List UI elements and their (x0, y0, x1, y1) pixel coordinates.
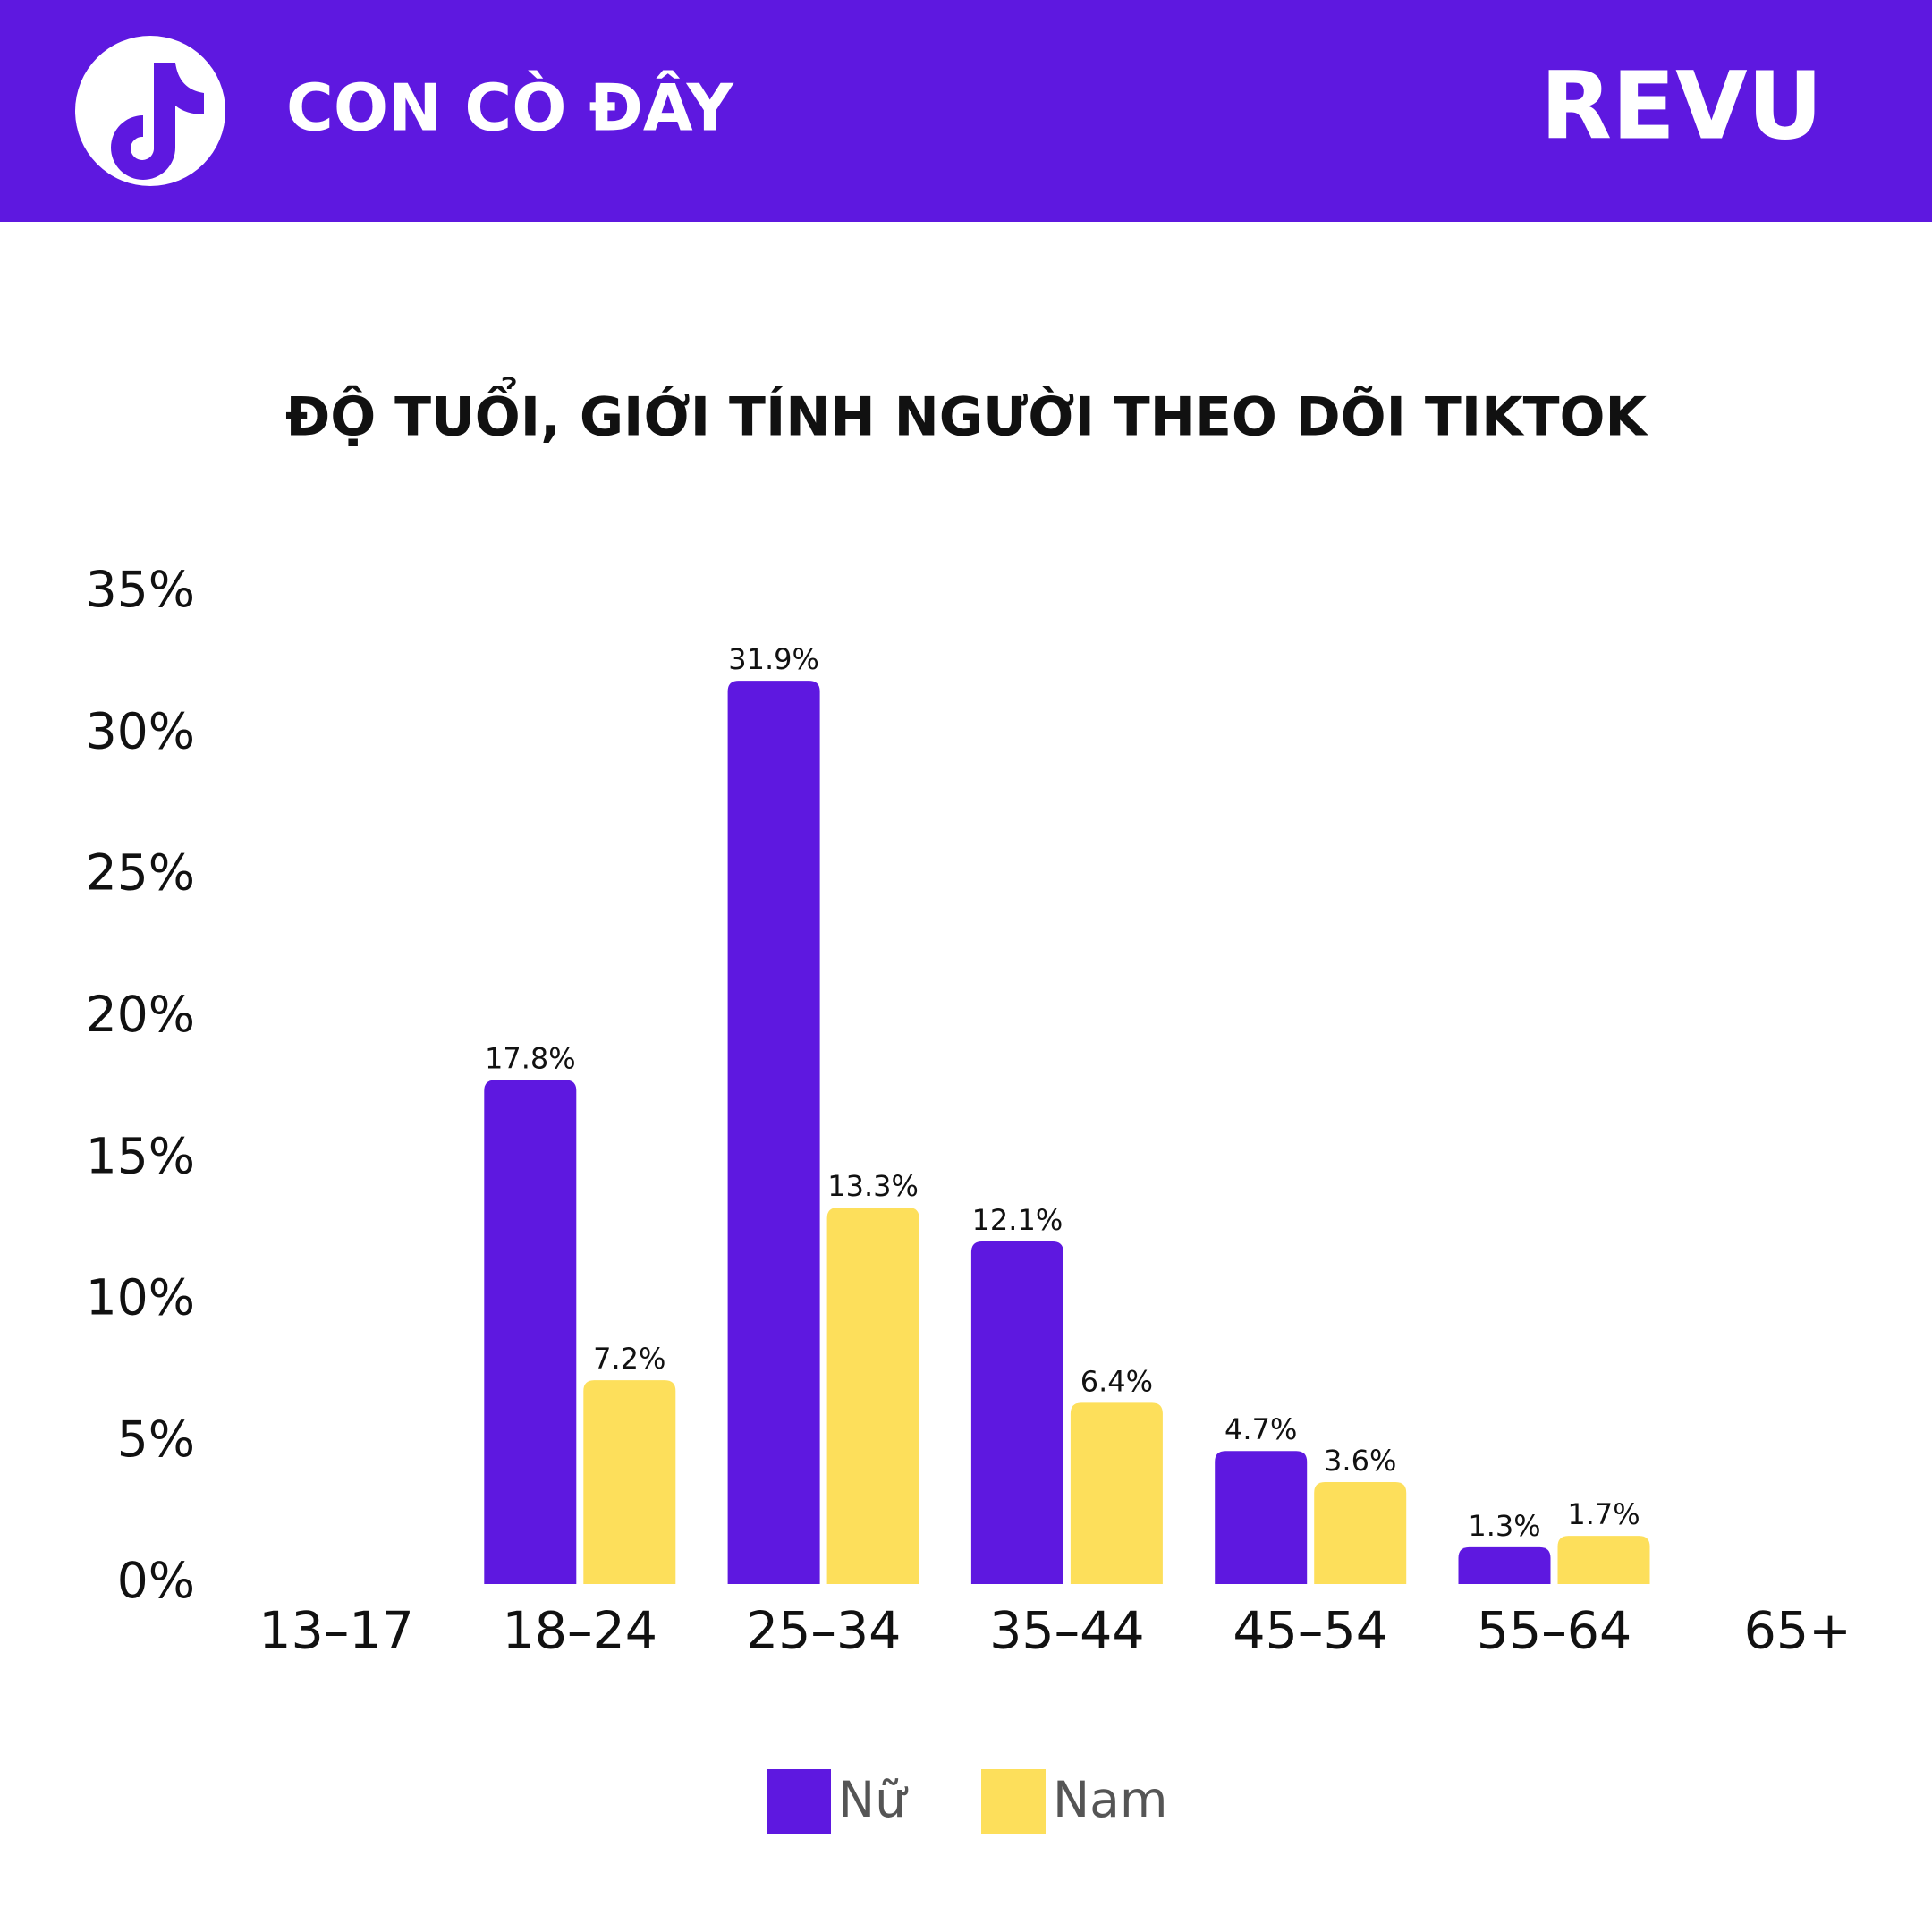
y-tick-label: 0% (117, 1552, 195, 1609)
bar (1215, 1451, 1308, 1584)
bar (1314, 1482, 1407, 1584)
bar (727, 681, 820, 1584)
x-tick-label: 45–54 (1233, 1602, 1388, 1661)
header-logo: REVU (1540, 51, 1823, 160)
bar (1070, 1402, 1163, 1584)
y-tick-label: 20% (86, 986, 195, 1043)
x-tick-label: 65+ (1744, 1602, 1852, 1661)
bar (1458, 1546, 1551, 1584)
header-band (0, 0, 1932, 222)
value-label: 1.7% (1567, 1497, 1640, 1531)
y-tick-label: 35% (86, 561, 195, 618)
y-tick-label: 5% (117, 1411, 195, 1468)
bar (484, 1080, 577, 1584)
x-tick-label: 18–24 (503, 1602, 658, 1661)
x-tick-label: 25–34 (746, 1602, 902, 1661)
bar (583, 1380, 676, 1584)
value-label: 17.8% (485, 1042, 576, 1076)
value-label: 4.7% (1224, 1412, 1297, 1446)
legend-swatch (767, 1769, 831, 1834)
x-tick-label: 35–44 (989, 1602, 1145, 1661)
value-label: 3.6% (1324, 1444, 1396, 1478)
value-label: 31.9% (728, 642, 819, 676)
value-label: 1.3% (1468, 1509, 1540, 1543)
x-tick-label: 13–17 (258, 1602, 414, 1661)
bar (1557, 1536, 1650, 1584)
y-tick-label: 15% (86, 1127, 195, 1184)
value-label: 12.1% (972, 1203, 1063, 1237)
y-tick-label: 25% (86, 844, 195, 902)
legend-label: Nữ (838, 1771, 909, 1828)
legend-label: Nam (1053, 1771, 1167, 1828)
tiktok-icon (111, 63, 204, 180)
chart-title: ĐỘ TUỔI, GIỚI TÍNH NGƯỜI THEO DÕI TIKTOK (285, 376, 1649, 449)
bar (970, 1241, 1063, 1584)
value-label: 6.4% (1080, 1364, 1153, 1398)
legend-swatch (981, 1769, 1046, 1834)
value-label: 13.3% (827, 1169, 919, 1203)
x-tick-label: 55–64 (1477, 1602, 1632, 1661)
y-tick-label: 30% (86, 702, 195, 759)
brand-name: CON CÒ ĐÂY (286, 71, 734, 146)
y-tick-label: 10% (86, 1269, 195, 1326)
bar (826, 1207, 919, 1584)
value-label: 7.2% (593, 1342, 665, 1376)
